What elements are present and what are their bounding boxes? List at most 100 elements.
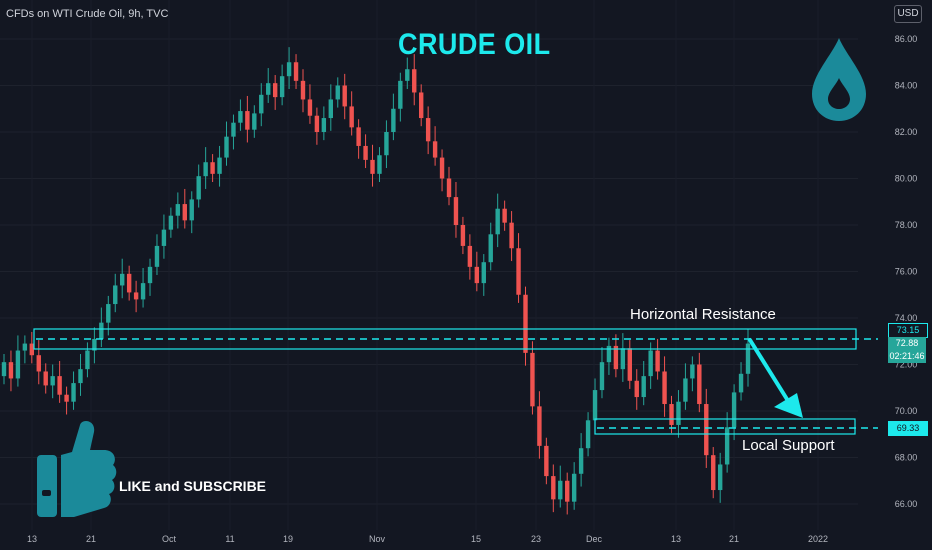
y-tick-label: 86.00: [895, 34, 918, 44]
candle-body: [683, 378, 688, 402]
candle-body: [266, 83, 271, 95]
candle-body: [182, 204, 187, 221]
candlestick-series: [1, 47, 751, 515]
candle-body: [349, 106, 354, 128]
candle-body: [120, 273, 125, 286]
y-tick-label: 74.00: [895, 313, 918, 323]
candle-body: [356, 127, 361, 146]
bar-countdown-tag: 02:21:46: [888, 350, 926, 363]
x-tick-label: 21: [86, 534, 96, 544]
candle-body: [335, 85, 340, 100]
candle-body: [641, 376, 646, 398]
candle-body: [113, 285, 118, 305]
candle-body: [398, 80, 403, 109]
candle-body: [106, 304, 111, 323]
candle-body: [495, 208, 500, 235]
candle-body: [467, 245, 473, 267]
candle-body: [78, 369, 83, 384]
y-tick-label: 82.00: [895, 127, 918, 137]
currency-badge[interactable]: USD: [894, 5, 922, 23]
candle-body: [676, 401, 681, 425]
symbol-label[interactable]: CFDs on WTI Crude Oil, 9h, TVC: [6, 8, 169, 20]
candle-body: [259, 94, 264, 114]
y-tick-label: 76.00: [895, 267, 918, 277]
candle-body: [43, 371, 48, 386]
candle-body: [488, 234, 493, 263]
candle-body: [85, 350, 90, 370]
candle-body: [286, 62, 292, 77]
candle-body: [704, 404, 709, 456]
candle-body: [314, 115, 320, 132]
candle-body: [321, 118, 327, 132]
candle-body: [8, 362, 14, 379]
candle-body: [662, 371, 667, 405]
candle-body: [530, 352, 535, 407]
x-tick-label: 15: [471, 534, 481, 544]
candle-body: [565, 480, 570, 502]
candle-body: [231, 122, 236, 137]
projection-arrowhead: [774, 393, 803, 418]
candle-body: [377, 155, 382, 174]
candle-body: [238, 111, 243, 123]
candle-body: [711, 455, 716, 491]
candle-body: [15, 350, 21, 379]
candle-body: [606, 345, 612, 363]
candle-body: [370, 159, 375, 174]
candle-body: [551, 476, 556, 500]
candle-body: [272, 83, 278, 98]
candle-body: [481, 262, 486, 284]
candle-body: [57, 376, 62, 395]
like-subscribe-label: LIKE and SUBSCRIBE: [119, 478, 267, 494]
candle-body: [717, 464, 723, 491]
candle-body: [537, 406, 542, 446]
candle-body: [99, 322, 104, 339]
y-tick-label: 80.00: [895, 174, 918, 184]
x-tick-label: Nov: [369, 534, 386, 544]
candle-body: [592, 390, 598, 421]
candle-body: [252, 113, 257, 130]
candle-body: [189, 199, 194, 221]
oil-drop-icon: [812, 38, 866, 121]
candle-body: [363, 145, 368, 160]
candle-body: [412, 69, 417, 93]
x-tick-label: Dec: [586, 534, 603, 544]
support-label: Local Support: [742, 437, 835, 454]
candle-body: [620, 348, 626, 370]
projection-arrow: [748, 338, 792, 406]
candle-body: [558, 480, 563, 500]
y-tick-label: 66.00: [895, 499, 918, 509]
candle-body: [175, 204, 181, 216]
x-tick-label: 23: [531, 534, 541, 544]
y-tick-label: 84.00: [895, 81, 918, 91]
candle-body: [147, 266, 153, 284]
candle-body: [460, 225, 466, 246]
candle-body: [1, 362, 7, 377]
resistance-label: Horizontal Resistance: [630, 306, 776, 323]
candle-body: [92, 338, 97, 351]
thumbs-up-icon: [37, 420, 117, 517]
candle-body: [425, 118, 431, 142]
candle-body: [599, 362, 605, 391]
candle-body: [418, 92, 424, 119]
x-tick-label: Oct: [162, 534, 177, 544]
candle-body: [203, 162, 208, 177]
support-price-tag: 69.33: [888, 421, 928, 436]
y-tick-label: 68.00: [895, 453, 918, 463]
x-tick-label: 11: [225, 534, 234, 544]
x-tick-label: 13: [671, 534, 681, 544]
candle-body: [474, 266, 480, 284]
candle-body: [439, 157, 445, 179]
candle-body: [571, 473, 577, 502]
candle-body: [126, 273, 132, 293]
candle-body: [523, 294, 528, 353]
candle-body: [245, 111, 250, 130]
x-tick-label: 19: [283, 534, 293, 544]
candle-body: [71, 383, 76, 402]
candle-body: [168, 215, 174, 230]
y-tick-label: 78.00: [895, 220, 918, 230]
candle-body: [432, 141, 438, 158]
candle-body: [342, 85, 347, 107]
candle-body: [161, 229, 167, 246]
y-tick-label: 72.00: [895, 360, 918, 370]
